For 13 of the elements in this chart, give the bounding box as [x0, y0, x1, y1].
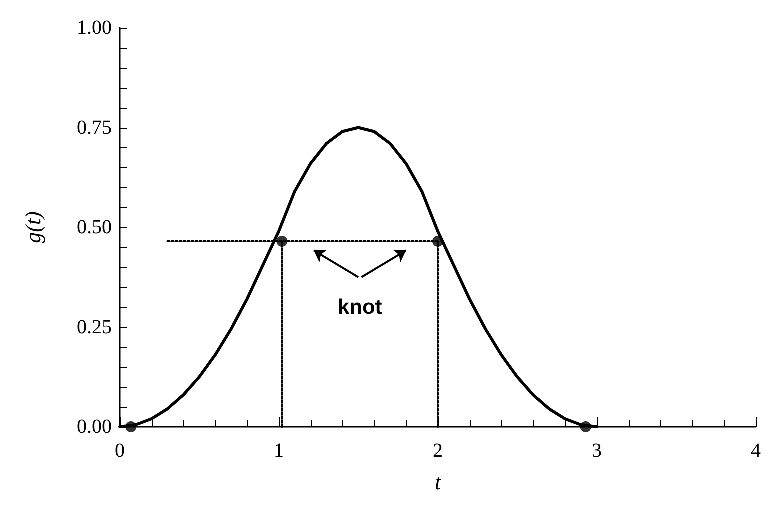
x-tick-label: 0 [115, 440, 125, 462]
y-tick-label: 1.00 [77, 17, 112, 39]
y-tick-label: 0.25 [77, 316, 112, 338]
x-axis-title: t [434, 470, 442, 494]
annotation: knot [338, 296, 382, 319]
y-tick-label: 0.75 [77, 116, 112, 139]
y-tick-label: 0.00 [77, 416, 112, 438]
x-tick-label: 4 [751, 440, 761, 462]
y-tick-label: 0.50 [77, 216, 112, 238]
x-tick-label: 1 [274, 440, 284, 462]
y-axis-title: g(t) [20, 212, 46, 244]
x-tick-label: 3 [592, 440, 602, 462]
x-tick-label: 2 [433, 440, 443, 462]
